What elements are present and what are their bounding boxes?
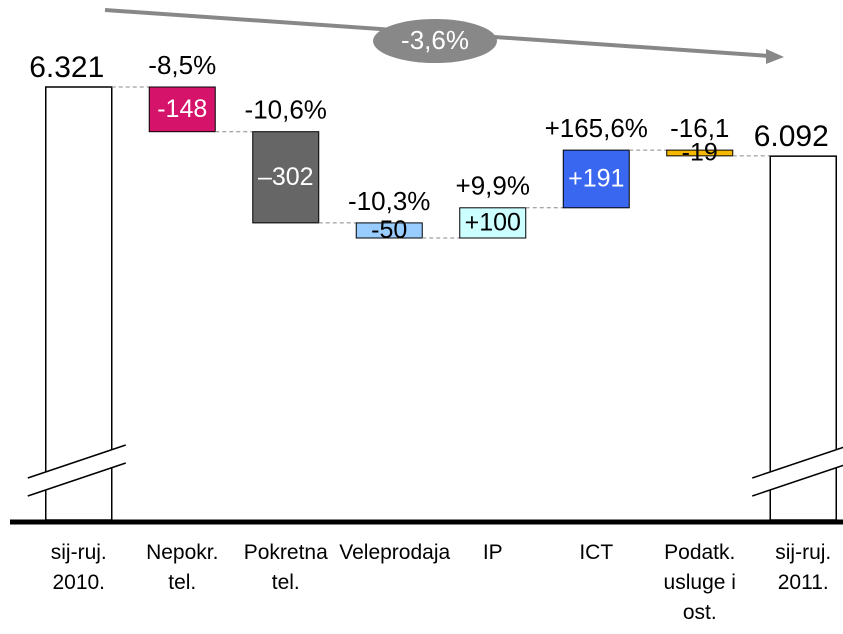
axis-break (752, 447, 843, 496)
bar (252, 131, 320, 224)
total-label: 6.092 (754, 120, 829, 153)
break-line (27, 444, 126, 479)
change-label: +165,6% (545, 113, 648, 143)
total-label: 6.321 (29, 51, 104, 84)
value-label: -148 (157, 95, 207, 123)
change-label: -10,6% (245, 95, 327, 125)
category-label: ICT (579, 541, 614, 564)
change-label: -10,3% (348, 186, 430, 216)
axis-break (27, 445, 126, 496)
break-line (27, 462, 126, 497)
category-label: Veleprodaja (339, 541, 451, 564)
total-bar (45, 86, 113, 521)
value-label: +100 (465, 209, 521, 237)
change-label: -16,1 (670, 113, 729, 143)
category-label: Podatk. usluge i ost. (663, 541, 736, 624)
total-change-label: -3,6% (401, 25, 469, 55)
category-label: sij-ruj. 2011. (775, 541, 832, 594)
break-line (752, 446, 843, 479)
category-label: IP (482, 541, 503, 564)
bar (355, 222, 423, 239)
change-label: +9,9% (456, 171, 530, 201)
bar (562, 149, 630, 209)
value-label: -19 (682, 139, 718, 167)
category-label: sij-ruj. 2010. (50, 541, 107, 594)
change-label: -8,5% (148, 50, 216, 80)
bar (148, 86, 216, 133)
bar (666, 149, 734, 157)
bar (459, 207, 527, 239)
category-label: Nepokr. tel. (146, 541, 219, 594)
value-label: -50 (371, 216, 407, 244)
arrow-head (766, 49, 784, 64)
total-change-bubble (373, 19, 497, 63)
value-label: +191 (568, 165, 624, 193)
category-label: Pokretna tel. (243, 541, 328, 594)
value-label: –302 (258, 163, 314, 191)
break-line (752, 464, 843, 497)
